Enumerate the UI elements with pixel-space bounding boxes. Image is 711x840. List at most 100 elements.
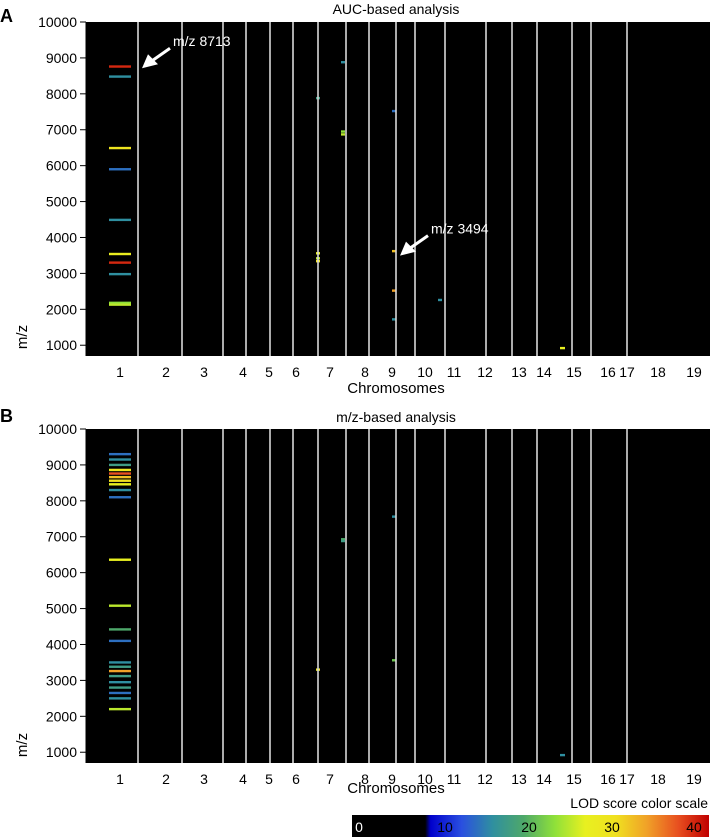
signal-band [109,479,131,482]
y-tick-label: 3000 [46,672,77,688]
signal-band [109,680,131,684]
signal-band [341,133,345,136]
x-tick-label: 4 [239,364,247,380]
signal-band [109,691,131,695]
x-tick-label: 19 [686,771,702,787]
legend-tick-label: 40 [686,819,702,835]
x-tick-label: 18 [650,364,666,380]
y-tick-label: 6000 [46,565,77,581]
signal-band [109,468,131,472]
signal-band [109,272,131,276]
signal-band [109,669,131,673]
y-tick-label: 8000 [46,86,77,102]
signal-band [341,130,345,133]
y-tick-label: 4000 [46,636,77,652]
signal-band [109,686,131,689]
legend-ticks: 0 10 20 30 40 [355,819,702,835]
panel-b-x-axis: 1 2 3 4 5 6 7 8 9 10 11 12 13 14 15 16 17 18 19 [116,771,702,787]
panel-a-chromosome-dividers [137,22,628,356]
y-tick-label: 7000 [46,529,77,545]
y-tick-label: 5000 [46,194,77,210]
legend-tick-label: 30 [604,819,620,835]
panel-a-title: AUC-based analysis [333,1,460,17]
signal-band [109,674,131,678]
signal-band [109,472,131,475]
signal-band [392,109,396,113]
signal-band [392,318,396,321]
x-tick-label: 10 [417,771,433,787]
x-tick-label: 3 [200,771,208,787]
signal-band [109,301,131,305]
signal-band [109,665,131,668]
panel-b-title: m/z-based analysis [336,409,456,425]
signal-band [560,753,565,757]
panel-a-xlabel: Chromosomes [347,380,445,397]
signal-band [438,298,442,302]
x-tick-label: 13 [511,364,527,380]
signal-band [109,463,131,467]
legend-tick-label: 0 [355,819,363,835]
y-tick-label: 1000 [46,337,77,353]
x-tick-label: 8 [361,364,369,380]
panel-a-plot-area [86,22,710,356]
signal-band [341,538,345,541]
signal-band [109,261,131,264]
x-tick-label: 6 [292,364,300,380]
signal-band [109,488,131,492]
x-tick-label: 15 [566,364,582,380]
x-tick-label: 17 [619,364,635,380]
color-legend: LOD score color scale 0 10 20 30 40 [352,795,709,837]
panel-b-xlabel: Chromosomes [347,780,445,797]
y-tick-label: 7000 [46,122,77,138]
x-tick-label: 7 [326,771,334,787]
x-tick-label: 2 [162,771,170,787]
x-tick-label: 12 [477,771,493,787]
y-tick-label: 2000 [46,301,77,317]
x-tick-label: 18 [650,771,666,787]
x-tick-label: 19 [686,364,702,380]
signal-band [109,452,131,456]
x-tick-label: 11 [447,771,462,787]
annotation-label: m/z 3494 [431,221,489,237]
signal-band [109,65,131,68]
panel-b-plot-area [86,429,710,763]
signal-band [109,628,131,631]
y-tick-label: 10000 [38,421,77,437]
panel-b-label: B [0,406,13,426]
signal-band [341,539,345,543]
signal-band [109,218,131,222]
annotation-arrowhead [400,241,416,256]
x-tick-label: 12 [477,364,493,380]
signal-band [392,249,396,253]
x-tick-label: 1 [116,364,124,380]
panel-b-y-axis: 1000 2000 3000 4000 5000 6000 7000 8000 9000 1000… [38,421,87,763]
x-tick-label: 7 [326,364,334,380]
signal-band [109,458,131,461]
x-tick-label: 13 [511,771,527,787]
signal-band [341,61,345,64]
signal-band [109,475,131,479]
signal-band [109,483,131,486]
y-tick-label: 2000 [46,708,77,724]
legend-tick-label: 10 [437,819,453,835]
panel-a-label: A [0,6,13,26]
legend-title: LOD score color scale [570,795,708,811]
panel-a-y-axis: 1000 2000 3000 4000 5000 6000 7000 8000 9000 1000… [38,14,87,356]
x-tick-label: 16 [600,364,616,380]
x-tick-label: 4 [239,771,247,787]
x-tick-label: 5 [265,364,273,380]
panel-a-annotations: m/z 8713 m/z 3494 [142,33,489,256]
x-tick-label: 9 [388,364,396,380]
annotation-label: m/z 8713 [173,33,231,49]
y-tick-label: 9000 [46,50,77,66]
signal-band [109,707,131,711]
x-tick-label: 6 [292,771,300,787]
panel-b-signals [109,452,565,757]
x-tick-label: 10 [417,364,433,380]
signal-band [109,146,131,150]
signal-band [109,75,131,78]
y-tick-label: 9000 [46,457,77,473]
y-tick-label: 4000 [46,229,77,245]
y-tick-label: 5000 [46,601,77,617]
